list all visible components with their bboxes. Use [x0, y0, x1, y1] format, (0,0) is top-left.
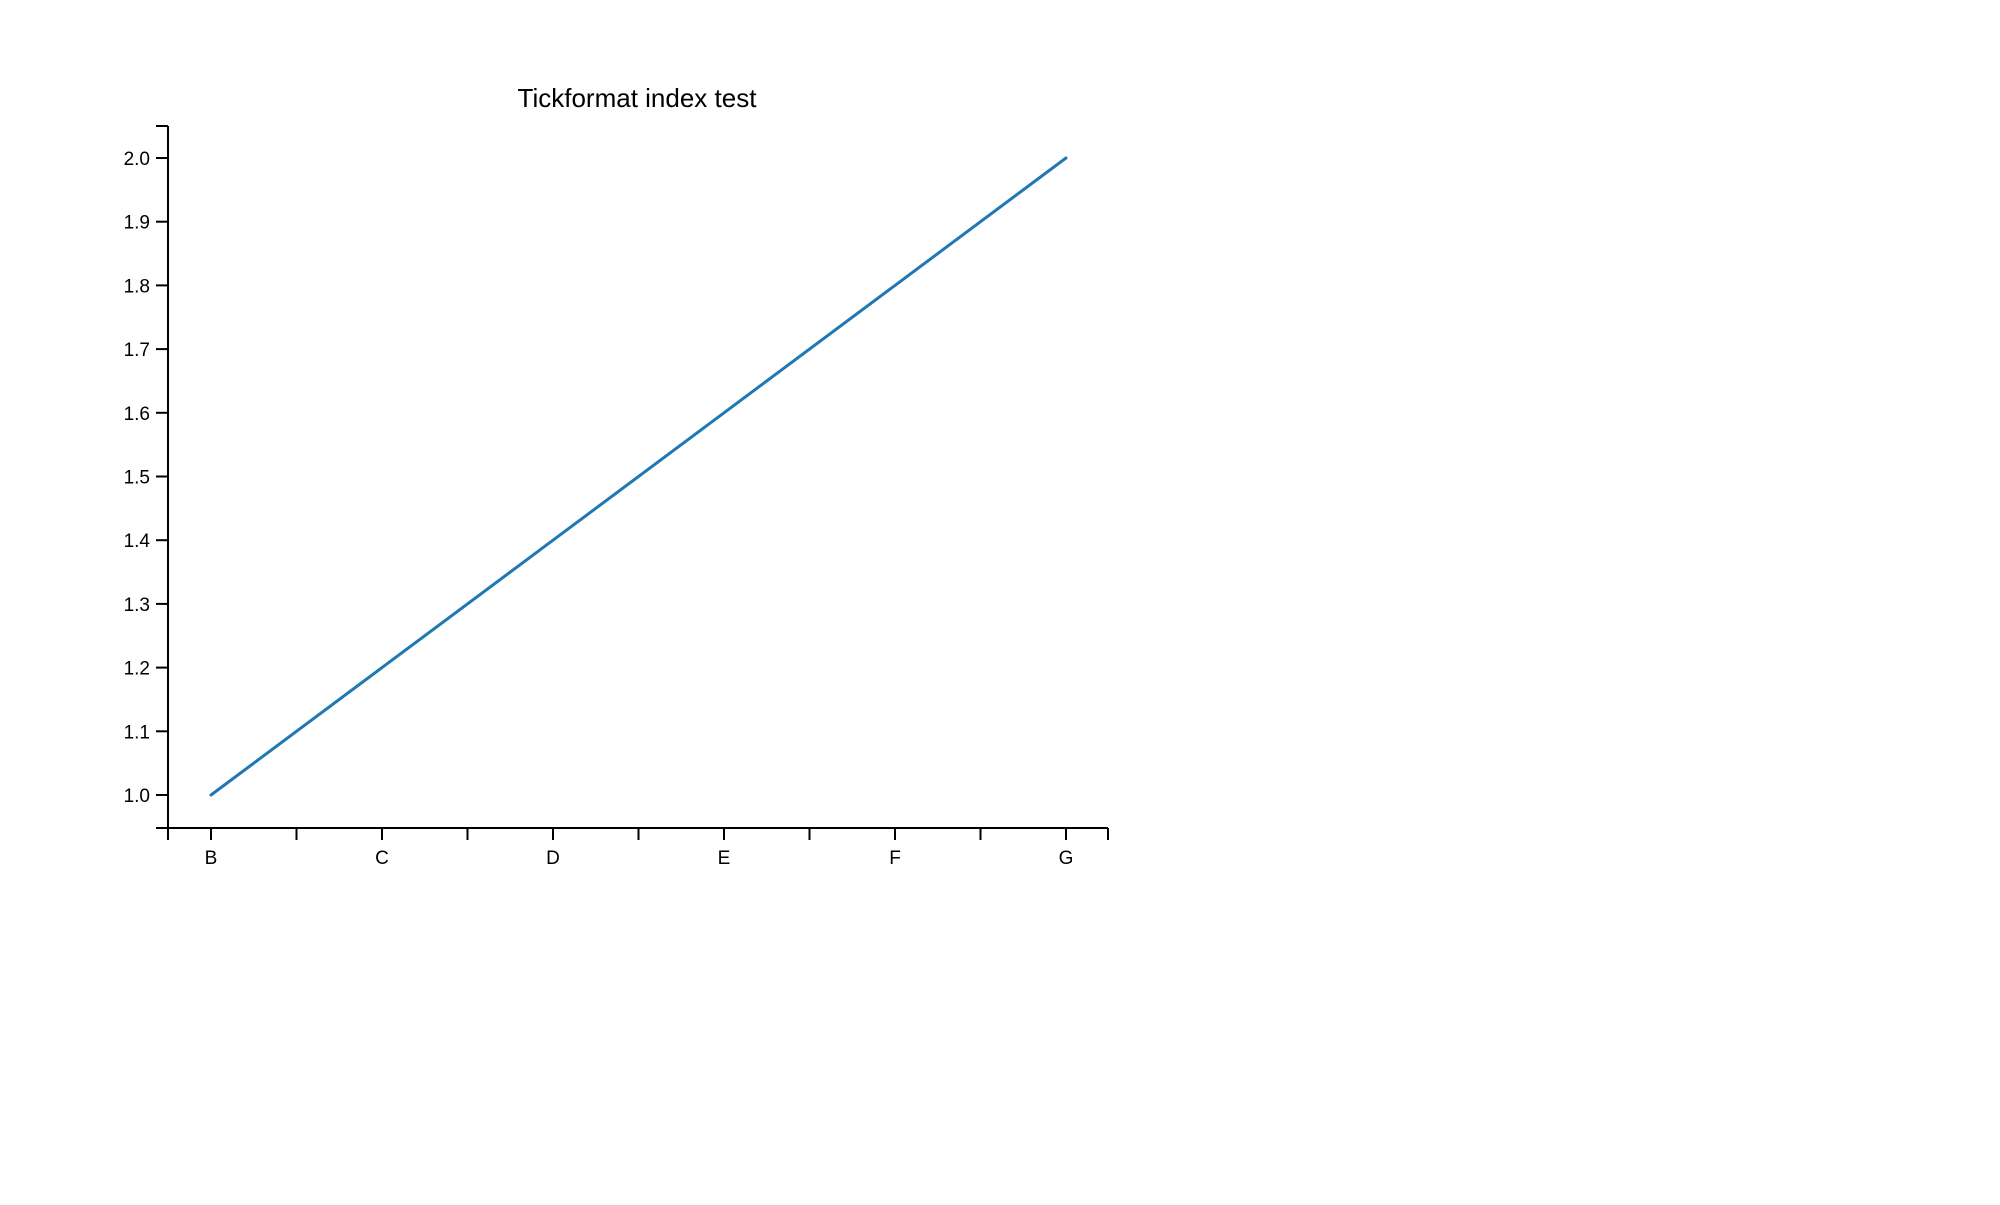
y-tick-label: 1.0 [124, 786, 150, 807]
y-tick-label: 1.3 [124, 595, 150, 616]
x-axis: B C D E F G [167, 827, 1109, 869]
y-tick-label: 2.0 [124, 149, 150, 170]
y-tick-label: 1.2 [124, 659, 150, 680]
y-tick-label: 1.1 [124, 722, 150, 743]
x-tick-label: D [546, 848, 560, 869]
y-tick-label: 1.5 [124, 468, 150, 489]
y-tick-label: 1.9 [124, 213, 150, 234]
y-tick-label: 1.6 [124, 404, 150, 425]
x-tick-label: G [1059, 848, 1074, 869]
plot-area [209, 156, 1068, 797]
series-line [209, 156, 1068, 797]
chart-title: Tickformat index test [518, 83, 758, 113]
y-tick-label: 1.7 [124, 340, 150, 361]
x-tick-label: F [889, 848, 901, 869]
y-tick-label: 1.4 [124, 531, 151, 552]
x-tick-label: E [718, 848, 731, 869]
y-axis: 1.0 1.1 1.2 1.3 1.4 1.5 1.6 1.7 1.8 1.9 2.0 [124, 125, 169, 829]
x-tick-label: C [375, 848, 389, 869]
x-tick-label: B [205, 848, 218, 869]
y-tick-label: 1.8 [124, 276, 150, 297]
